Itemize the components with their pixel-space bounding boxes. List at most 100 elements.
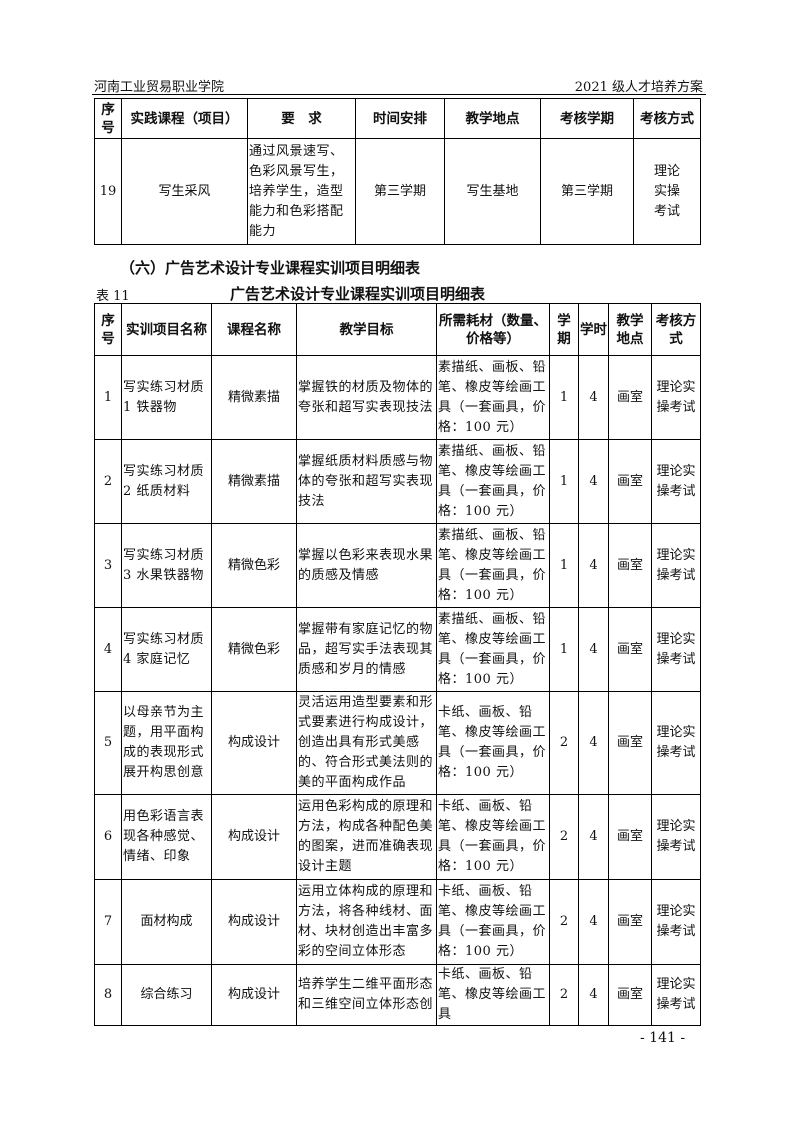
column-header: 要 求 bbox=[247, 98, 356, 139]
column-header: 教学地点 bbox=[608, 303, 652, 356]
table-row: 3 写实练习材质 3 水果铁器物 精微色彩 掌握以色彩来表现水果的质感及情感 素描纸、画… bbox=[94, 523, 701, 608]
column-header: 所需耗材（数量、价格等） bbox=[436, 303, 550, 356]
column-header: 教学地点 bbox=[444, 98, 541, 139]
table-cell: 素描纸、画板、铅笔、橡皮等绘画工具（一套画具，价格：100 元） bbox=[436, 439, 550, 524]
table-cell: 卡纸、画板、铅笔、橡皮等绘画工具（一套画具，价格：100 元） bbox=[436, 794, 550, 880]
table-cell: 素描纸、画板、铅笔、橡皮等绘画工具（一套画具，价格：100 元） bbox=[436, 355, 550, 440]
table-cell: 1 bbox=[549, 607, 579, 692]
header-divider bbox=[92, 94, 706, 95]
table-cell: 写生基地 bbox=[444, 138, 541, 245]
table-cell: 构成设计 bbox=[211, 879, 297, 965]
table-cell: 1 bbox=[94, 355, 122, 440]
column-header: 序号 bbox=[94, 98, 122, 139]
table-row: 5 以母亲节为主题，用平面构成的表现形式展开构思创意 构成设计 灵活运用造型要素和形式… bbox=[94, 691, 701, 795]
table-cell: 构成设计 bbox=[211, 691, 297, 795]
table-cell: 运用色彩构成的原理和方法，构成各种配色美的图案，进而准确表现设计主题 bbox=[296, 794, 437, 880]
table-cell: 掌握纸质材料质感与物体的夸张和超写实表现技法 bbox=[296, 439, 437, 524]
table-cell: 面材构成 bbox=[121, 879, 212, 965]
table-cell: 4 bbox=[578, 794, 609, 880]
table-row: 19 写生采风 通过风景速写、色彩风景写生，培养学生，造型能力和色彩搭配能力 第三学期… bbox=[94, 138, 701, 245]
table-cell: 4 bbox=[578, 607, 609, 692]
table-cell: 卡纸、画板、铅笔、橡皮等绘画工具（一套画具，价格：100 元） bbox=[436, 879, 550, 965]
table-row: 6 用色彩语言表现各种感觉、情绪、印象 构成设计 运用色彩构成的原理和方法，构成各种配… bbox=[94, 794, 701, 880]
table-cell: 画室 bbox=[608, 355, 652, 440]
column-header: 学时 bbox=[578, 303, 609, 356]
table-row: 1 写实练习材质 1 铁器物 精微素描 掌握铁的材质及物体的夸张和超写实表现技法 素描纸… bbox=[94, 355, 701, 440]
table-cell: 4 bbox=[578, 355, 609, 440]
table-cell: 精微素描 bbox=[211, 355, 297, 440]
header-doc-title: 2021 级人才培养方案 bbox=[574, 80, 703, 95]
table-cell: 7 bbox=[94, 879, 122, 965]
table-cell: 写实练习材质 3 水果铁器物 bbox=[121, 523, 212, 608]
table-cell: 4 bbox=[578, 523, 609, 608]
table-cell: 4 bbox=[578, 879, 609, 965]
table-cell: 1 bbox=[549, 523, 579, 608]
table-cell: 画室 bbox=[608, 523, 652, 608]
table-cell: 4 bbox=[578, 691, 609, 795]
table-cell: 画室 bbox=[608, 607, 652, 692]
table-cell: 用色彩语言表现各种感觉、情绪、印象 bbox=[121, 794, 212, 880]
table-cell: 卡纸、画板、铅笔、橡皮等绘画工具 bbox=[436, 964, 550, 1026]
column-header: 实践课程（项目） bbox=[121, 98, 248, 139]
table-cell: 理论实操考试 bbox=[651, 439, 701, 524]
table-cell: 2 bbox=[549, 794, 579, 880]
table-cell: 4 bbox=[578, 439, 609, 524]
table-cell: 2 bbox=[549, 691, 579, 795]
table-cell: 1 bbox=[549, 439, 579, 524]
table-cell: 写生采风 bbox=[121, 138, 248, 245]
table-cell: 理论实操考试 bbox=[651, 964, 701, 1026]
table-cell: 写实练习材质 4 家庭记忆 bbox=[121, 607, 212, 692]
table-cell: 写实练习材质 1 铁器物 bbox=[121, 355, 212, 440]
table-row: 4 写实练习材质 4 家庭记忆 精微色彩 掌握带有家庭记忆的物品，超写实手法表现其质感… bbox=[94, 607, 701, 692]
header-institution: 河南工业贸易职业学院 bbox=[94, 80, 225, 95]
table-cell: 3 bbox=[94, 523, 122, 608]
table-cell: 19 bbox=[94, 138, 122, 245]
table-cell: 理论实操考试 bbox=[633, 138, 701, 245]
table-cell: 5 bbox=[94, 691, 122, 795]
table-cell: 1 bbox=[549, 355, 579, 440]
table-cell: 理论实操考试 bbox=[651, 355, 701, 440]
table-cell: 运用立体构成的原理和方法，将各种线材、面材、块材创造出丰富多彩的空间立体形态 bbox=[296, 879, 437, 965]
column-header: 考核方式 bbox=[651, 303, 701, 356]
table-cell: 理论实操考试 bbox=[651, 691, 701, 795]
table-cell: 理论实操考试 bbox=[651, 607, 701, 692]
table-cell: 画室 bbox=[608, 964, 652, 1026]
practice-course-table: 序号 实践课程（项目）要 求时间安排 教学地点 考核学期 考核方式 19 写生采风 通过风景… bbox=[94, 98, 701, 245]
table-title: 广告艺术设计专业课程实训项目明细表 bbox=[230, 285, 486, 303]
table-cell: 精微色彩 bbox=[211, 607, 297, 692]
table-cell: 第三学期 bbox=[540, 138, 634, 245]
table-cell: 理论实操考试 bbox=[651, 879, 701, 965]
table-cell: 精微色彩 bbox=[211, 523, 297, 608]
table-cell: 掌握铁的材质及物体的夸张和超写实表现技法 bbox=[296, 355, 437, 440]
column-header: 教学目标 bbox=[296, 303, 437, 356]
table-cell: 精微素描 bbox=[211, 439, 297, 524]
table-row: 7 面材构成 构成设计 运用立体构成的原理和方法，将各种线材、面材、块材创造出丰富多彩… bbox=[94, 879, 701, 965]
table-cell: 画室 bbox=[608, 691, 652, 795]
table-cell: 理论实操考试 bbox=[651, 794, 701, 880]
section-heading: （六）广告艺术设计专业课程实训项目明细表 bbox=[120, 259, 421, 277]
table-cell: 构成设计 bbox=[211, 794, 297, 880]
table-cell: 画室 bbox=[608, 439, 652, 524]
table-cell: 4 bbox=[94, 607, 122, 692]
table-cell: 第三学期 bbox=[355, 138, 445, 245]
table-cell: 2 bbox=[549, 879, 579, 965]
table-row: 2 写实练习材质 2 纸质材料 精微素描 掌握纸质材料质感与物体的夸张和超写实表现技法… bbox=[94, 439, 701, 524]
table-cell: 以母亲节为主题，用平面构成的表现形式展开构思创意 bbox=[121, 691, 212, 795]
table-number: 表 11 bbox=[96, 289, 130, 304]
table-row: 8 综合练习 构成设计 培养学生二维平面形态和三维空间立体形态创 卡纸、画板、铅笔、橡皮… bbox=[94, 964, 701, 1026]
column-header: 学期 bbox=[549, 303, 579, 356]
table-cell: 画室 bbox=[608, 879, 652, 965]
table-cell: 通过风景速写、色彩风景写生，培养学生，造型能力和色彩搭配能力 bbox=[247, 138, 356, 245]
column-header: 序号 bbox=[94, 303, 122, 356]
table-cell: 4 bbox=[578, 964, 609, 1026]
table-cell: 素描纸、画板、铅笔、橡皮等绘画工具（一套画具，价格：100 元） bbox=[436, 607, 550, 692]
table-cell: 掌握带有家庭记忆的物品，超写实手法表现其质感和岁月的情感 bbox=[296, 607, 437, 692]
table-cell: 理论实操考试 bbox=[651, 523, 701, 608]
column-header: 实训项目名称 bbox=[121, 303, 212, 356]
table-cell: 掌握以色彩来表现水果的质感及情感 bbox=[296, 523, 437, 608]
column-header: 课程名称 bbox=[211, 303, 297, 356]
table-cell: 构成设计 bbox=[211, 964, 297, 1026]
table-cell: 2 bbox=[549, 964, 579, 1026]
table-cell: 画室 bbox=[608, 794, 652, 880]
